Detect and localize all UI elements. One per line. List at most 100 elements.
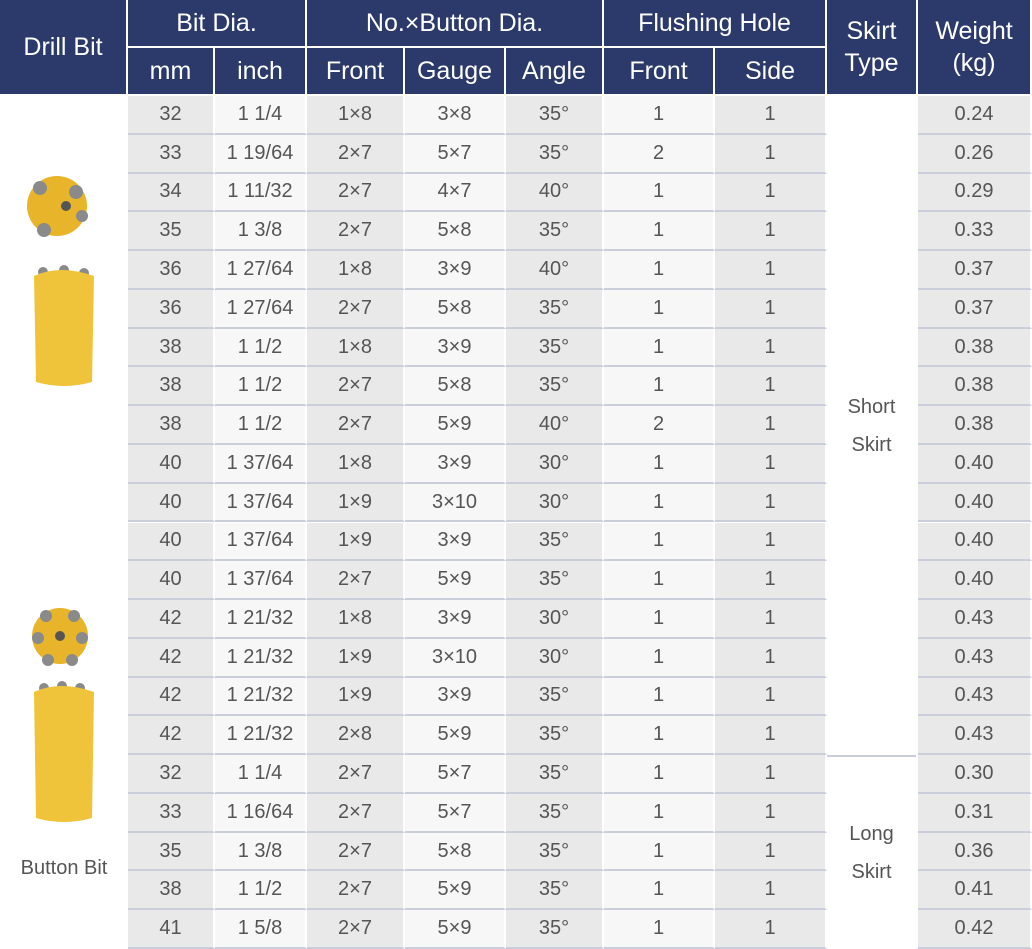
data-cell: 1 27/64 [215, 289, 307, 329]
data-cell: 2 [604, 406, 715, 445]
data-cell: 32 [128, 96, 215, 135]
data-cell: 38 [128, 406, 215, 445]
data-cell: 1 [604, 716, 715, 756]
data-cell: 0.38 [918, 328, 1032, 368]
data-cell: 3×9 [405, 522, 506, 562]
data-cell: 32 [128, 755, 215, 794]
data-cell: 1×8 [307, 96, 405, 135]
sub-header-cell: Angle [506, 48, 604, 96]
data-cell: 1 21/32 [215, 716, 307, 756]
data-cell: 2×7 [307, 561, 405, 601]
header-cell: Skirt Type [827, 0, 918, 96]
data-cell: 1 [604, 367, 715, 407]
data-cell: 5×9 [405, 871, 506, 911]
data-cell: 30° [506, 483, 604, 523]
data-cell: 2×7 [307, 871, 405, 911]
data-cell: 1 [715, 677, 827, 717]
data-cell: 30° [506, 600, 604, 639]
data-cell: 2×7 [307, 134, 405, 174]
data-cell: 1 [604, 483, 715, 523]
data-cell: 2×7 [307, 212, 405, 252]
data-cell: 1 [604, 871, 715, 911]
data-cell: 40 [128, 561, 215, 601]
data-cell: 1 19/64 [215, 134, 307, 174]
data-cell: 35° [506, 289, 604, 329]
data-cell: 35° [506, 328, 604, 368]
data-cell: 36 [128, 251, 215, 290]
data-cell: 0.37 [918, 251, 1032, 290]
data-cell: 1 37/64 [215, 483, 307, 523]
data-cell: 0.30 [918, 755, 1032, 794]
data-cell: 33 [128, 134, 215, 174]
data-cell: 1 [715, 716, 827, 756]
data-cell: 0.29 [918, 173, 1032, 213]
data-cell: 1 [604, 522, 715, 562]
data-cell: 1 [604, 561, 715, 601]
data-cell: 3×9 [405, 677, 506, 717]
data-cell: 0.36 [918, 832, 1032, 872]
data-cell: 42 [128, 716, 215, 756]
data-cell: 3×9 [405, 251, 506, 290]
data-cell: 1 [715, 134, 827, 174]
data-cell: 42 [128, 677, 215, 717]
data-cell: 2×7 [307, 406, 405, 445]
data-cell: 35 [128, 212, 215, 252]
data-cell: 1 [604, 289, 715, 329]
data-cell: 1 [715, 793, 827, 833]
sub-header-cell: inch [215, 48, 307, 96]
data-cell: 30° [506, 638, 604, 678]
data-cell: 0.40 [918, 483, 1032, 523]
data-cell: 1×9 [307, 483, 405, 523]
data-cell: 1 [604, 251, 715, 290]
data-cell: 0.40 [918, 522, 1032, 562]
data-cell: 1 [604, 793, 715, 833]
data-cell: 40 [128, 444, 215, 484]
data-cell: 35° [506, 212, 604, 252]
data-cell: 1 [715, 173, 827, 213]
data-cell: 1 [715, 871, 827, 911]
data-cell: 5×9 [405, 910, 506, 949]
data-cell: 2×7 [307, 793, 405, 833]
data-cell: 1 [715, 289, 827, 329]
data-cell: 0.41 [918, 871, 1032, 911]
data-cell: 2×7 [307, 173, 405, 213]
data-cell: 35° [506, 134, 604, 174]
data-cell: 1 1/2 [215, 871, 307, 911]
data-cell: 2×7 [307, 755, 405, 794]
data-cell: 3×9 [405, 600, 506, 639]
data-cell: 1 [715, 561, 827, 601]
data-cell: 2×7 [307, 910, 405, 949]
header-cell: Weight (kg) [918, 0, 1032, 96]
data-cell: 5×7 [405, 755, 506, 794]
sub-header-cell: mm [128, 48, 215, 96]
sub-header-cell: Front [307, 48, 405, 96]
data-cell: 1 [715, 251, 827, 290]
data-cell: 3×9 [405, 444, 506, 484]
data-cell: 40 [128, 483, 215, 523]
data-cell: 3×8 [405, 96, 506, 135]
header-cell: Drill Bit [0, 0, 128, 96]
data-cell: 5×9 [405, 561, 506, 601]
data-cell: 2 [604, 134, 715, 174]
data-cell: 1 [715, 755, 827, 794]
data-cell: 35° [506, 832, 604, 872]
header-cell: No.×Button Dia. [307, 0, 604, 48]
data-cell: 2×7 [307, 289, 405, 329]
data-cell: 1 21/32 [215, 677, 307, 717]
data-cell: 1 [604, 832, 715, 872]
data-cell: 0.43 [918, 600, 1032, 639]
data-cell: 1 1/4 [215, 96, 307, 135]
data-cell: 1 [604, 212, 715, 252]
data-cell: 1 1/2 [215, 328, 307, 368]
data-cell: 0.38 [918, 406, 1032, 445]
data-cell: 1 [715, 406, 827, 445]
drill-bit-label: Button Bit [20, 856, 108, 879]
data-cell: 1 1/2 [215, 367, 307, 407]
data-cell: 35° [506, 677, 604, 717]
data-cell: 35 [128, 832, 215, 872]
data-cell: 1 [715, 444, 827, 484]
data-cell: 1×8 [307, 251, 405, 290]
data-cell: 5×9 [405, 716, 506, 756]
skirt-type-cell: Long Skirt [827, 755, 916, 949]
data-cell: 5×7 [405, 793, 506, 833]
